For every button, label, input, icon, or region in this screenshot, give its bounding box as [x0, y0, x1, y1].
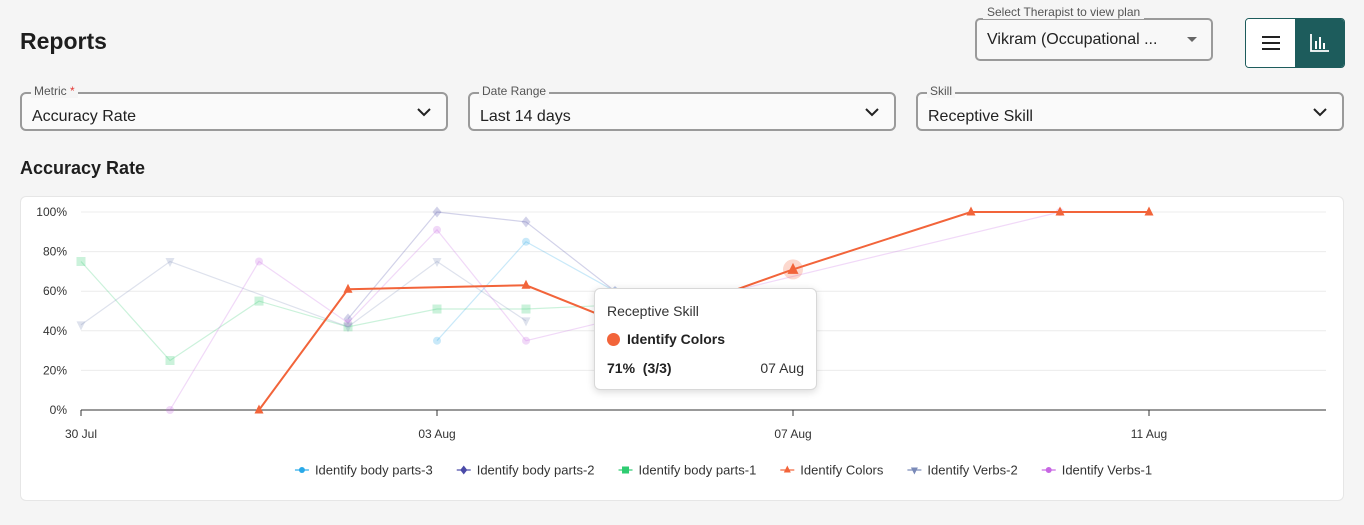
data-point-identify-body-parts-1: [521, 304, 531, 314]
data-point-identify-colors: [1055, 206, 1065, 216]
series-line-identify-body-parts-3: [436, 240, 616, 342]
x-tick-label: 30 Jul: [65, 427, 97, 441]
chevron-down-icon: [417, 108, 431, 117]
data-point-identify-colors: [1144, 206, 1154, 216]
data-point-identify-colors: [521, 279, 531, 289]
series-line-identify-body-parts-2: [347, 211, 616, 320]
x-tick-label: 03 Aug: [418, 427, 455, 441]
data-point-identify-body-parts-1: [254, 296, 264, 306]
data-point-identify-verbs-2: [432, 258, 442, 267]
metric-value: Accuracy Rate: [32, 108, 137, 125]
data-point-identify-verbs-2: [76, 321, 86, 331]
tooltip-series-dot: [607, 333, 620, 346]
data-point-identify-verbs-1: [433, 225, 441, 234]
y-tick-label: 0%: [50, 403, 68, 417]
data-point-identify-body-parts-2: [432, 206, 442, 218]
therapist-select[interactable]: Vikram (Occupational ...: [975, 18, 1213, 61]
legend-marker-identify-verbs-2: [910, 467, 918, 475]
data-point-identify-body-parts-2: [343, 313, 353, 325]
tooltip-series-name: Identify Colors: [627, 331, 726, 347]
data-point-identify-verbs-2: [521, 317, 531, 327]
y-tick-label: 60%: [43, 284, 67, 298]
page-title: Reports: [20, 28, 107, 54]
data-point-identify-body-parts-2: [521, 216, 531, 228]
chevron-down-icon: [865, 108, 879, 117]
therapist-select-label: Select Therapist to view plan: [983, 5, 1145, 19]
y-tick-label: 40%: [43, 324, 67, 338]
data-point-identify-body-parts-1: [432, 304, 442, 314]
skill-value: Receptive Skill: [928, 108, 1033, 125]
date-range-value: Last 14 days: [480, 108, 571, 125]
legend-label-identify-body-parts-2: Identify body parts-2: [477, 463, 595, 478]
legend-marker-identify-body-parts-2: [460, 465, 468, 475]
data-point-identify-verbs-1: [522, 336, 530, 345]
y-tick-label: 100%: [36, 205, 67, 219]
date-range-select[interactable]: Date Range Last 14 days: [468, 84, 896, 131]
chart-section-title: Accuracy Rate: [20, 158, 146, 178]
legend-marker-identify-body-parts-1: [622, 466, 630, 474]
y-tick-label: 20%: [43, 363, 67, 377]
legend-marker-identify-verbs-1: [1045, 467, 1052, 473]
data-point-identify-body-parts-3: [433, 336, 441, 345]
list-view-button[interactable]: [1246, 19, 1295, 67]
skill-select[interactable]: Skill Receptive Skill: [916, 84, 1344, 131]
legend-label-identify-body-parts-1: Identify body parts-1: [639, 463, 757, 478]
tooltip-title: Receptive Skill: [607, 303, 699, 319]
caret-down-icon: [1187, 37, 1197, 42]
legend-label-identify-verbs-1: Identify Verbs-1: [1062, 463, 1152, 478]
legend-label-identify-verbs-2: Identify Verbs-2: [927, 463, 1017, 478]
data-point-identify-body-parts-1: [165, 356, 175, 365]
metric-label: Metric *: [31, 84, 78, 98]
legend-label-identify-body-parts-3: Identify body parts-3: [315, 463, 433, 478]
metric-select[interactable]: Metric * Accuracy Rate: [20, 84, 448, 131]
data-point-identify-verbs-2: [343, 323, 353, 333]
data-point-identify-verbs-1: [166, 406, 174, 414]
y-tick-label: 80%: [43, 245, 67, 259]
chart-tooltip: Receptive Skill Identify Colors 71% (3/3…: [594, 288, 817, 390]
view-toggle: [1245, 18, 1345, 68]
data-point-identify-colors: [254, 404, 264, 414]
data-point-identify-verbs-1: [255, 257, 263, 266]
series-line-identify-body-parts-1: [80, 261, 616, 362]
tooltip-date: 07 Aug: [760, 360, 804, 376]
active-data-point: [787, 262, 799, 274]
list-icon: [1261, 36, 1280, 50]
data-point-identify-body-parts-1: [343, 322, 353, 332]
legend-label-identify-colors: Identify Colors: [800, 463, 884, 478]
data-point-identify-colors: [966, 206, 976, 216]
data-point-identify-body-parts-3: [522, 237, 530, 246]
chart-view-button[interactable]: [1295, 19, 1344, 67]
tooltip-value: 71% (3/3): [607, 360, 672, 376]
skill-label: Skill: [927, 84, 956, 98]
data-point-identify-verbs-2: [165, 258, 175, 267]
series-line-identify-verbs-2: [80, 260, 527, 328]
data-point-identify-verbs-1: [344, 318, 352, 327]
legend-marker-identify-body-parts-3: [298, 467, 305, 473]
therapist-select-value: Vikram (Occupational ...: [987, 31, 1158, 48]
legend-marker-identify-colors: [783, 465, 791, 473]
x-tick-label: 11 Aug: [1131, 427, 1167, 441]
chevron-down-icon: [1313, 108, 1327, 117]
data-point-identify-body-parts-1: [76, 257, 86, 266]
bar-chart-icon: [1309, 34, 1329, 52]
x-tick-label: 07 Aug: [774, 427, 811, 441]
date-range-label: Date Range: [479, 84, 550, 98]
data-point-identify-colors: [343, 283, 353, 293]
